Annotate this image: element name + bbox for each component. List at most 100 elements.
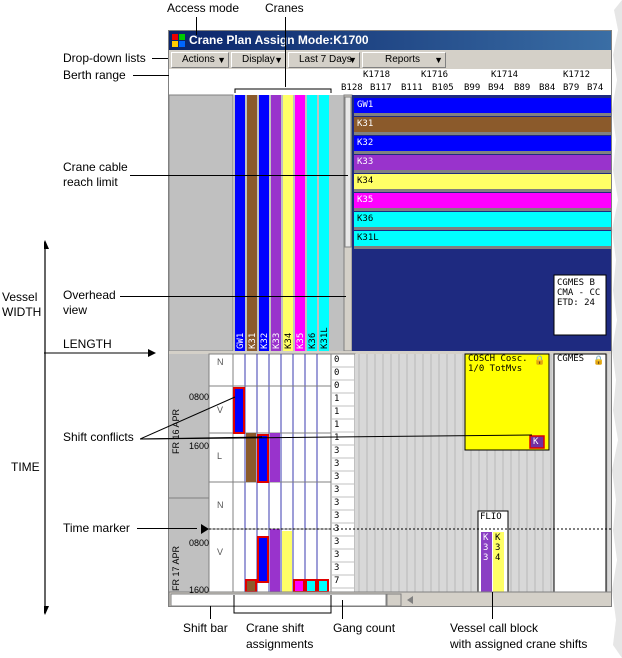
crane-column-k34[interactable] — [283, 95, 293, 351]
crane-column-k31[interactable] — [247, 95, 257, 351]
bar-separator — [354, 189, 611, 192]
crane-shift-conflict[interactable] — [305, 579, 317, 593]
bar-separator — [354, 246, 611, 249]
crane-reach-label: K33 — [357, 157, 374, 167]
berth-bottom-label: B89 — [514, 83, 531, 93]
gang-count-value: 1 — [334, 394, 340, 404]
gang-count-value: 3 — [334, 563, 340, 573]
crane-reach-label: K31 — [357, 119, 374, 129]
crane-reach-label: K36 — [357, 214, 374, 224]
berth-bottom-label: B94 — [488, 83, 505, 93]
crane-shift-conflict[interactable] — [233, 387, 245, 434]
crane-shift-conflict[interactable] — [245, 579, 257, 593]
flio-k34-shift[interactable] — [493, 532, 504, 592]
actions-dropdown[interactable]: Actions ▼ — [171, 52, 229, 68]
display-dropdown[interactable]: Display ▼ — [231, 52, 286, 68]
crane-reach-bar-k35[interactable] — [354, 193, 612, 208]
shift-bar — [208, 353, 234, 593]
window-title: Crane Plan Assign Mode:K1700 — [189, 33, 369, 47]
lock-icon: 🔒 — [534, 355, 546, 365]
gang-count-value: 7 — [334, 576, 340, 586]
crane-reach-bar-k33[interactable] — [354, 155, 612, 170]
berth-bottom-label: B79 — [563, 83, 580, 93]
callout-line — [210, 606, 211, 619]
cosch-label: COSCH Cosc. 1/0 TotMvs — [468, 354, 528, 374]
period-dropdown[interactable]: Last 7 Days ▼ — [288, 52, 360, 68]
cosch-conflict-badge[interactable] — [529, 435, 545, 449]
flio-k33-shift[interactable] — [481, 532, 492, 592]
shift-letter: N — [217, 357, 224, 367]
scroll-left-icon[interactable] — [407, 596, 413, 604]
cgmes-vessel-block[interactable] — [553, 353, 607, 593]
crane-reach-bar-k36[interactable] — [354, 212, 612, 227]
resize-grip-icon[interactable] — [386, 593, 402, 606]
gang-count-value: 0 — [334, 368, 340, 378]
crane-shift-conflict[interactable] — [257, 434, 269, 483]
cgmes-timeline-label: CGMES — [557, 354, 585, 364]
crane-column-gw1[interactable] — [235, 95, 245, 351]
gang-count-value: 3 — [334, 511, 340, 521]
axis-arrows — [44, 240, 156, 615]
cgmes-overhead-box[interactable] — [553, 274, 607, 336]
crane-shift-conflict[interactable] — [317, 579, 329, 593]
crane-plan-canvas — [169, 88, 612, 606]
cgmes-overhead-line3: ETD: 24 — [557, 298, 595, 308]
callout-line — [492, 592, 493, 619]
splitter-handle[interactable] — [344, 96, 352, 248]
callout-vessel-call-1: Vessel call block — [450, 621, 539, 635]
flio-k34-label: K 3 4 — [495, 533, 501, 563]
gang-count-value: 3 — [334, 550, 340, 560]
app-icon — [172, 34, 185, 47]
callout-line — [130, 175, 348, 176]
crane-column-k35[interactable] — [295, 95, 305, 351]
berth-bottom-label: B117 — [370, 83, 392, 93]
gang-count-value: 3 — [334, 524, 340, 534]
crane-column-label: GW1 — [236, 332, 246, 349]
cosch-vessel-block[interactable] — [464, 353, 550, 451]
crane-shift-conflict[interactable] — [293, 579, 305, 593]
crane-shift-assignment[interactable] — [270, 433, 280, 482]
crane-column-k31l[interactable] — [319, 95, 329, 351]
callout-vessel-width-2: WIDTH — [2, 305, 42, 319]
time-marker-icon — [201, 524, 209, 534]
crane-reach-bar-k31[interactable] — [354, 117, 612, 132]
gang-count-value: 0 — [334, 381, 340, 391]
chevron-down-icon: ▼ — [348, 55, 357, 65]
crane-column-k33[interactable] — [271, 95, 281, 351]
berth-bottom-label: B99 — [464, 83, 481, 93]
crane-shift-assignment[interactable] — [270, 529, 280, 592]
crane-shift-bracket — [233, 595, 332, 614]
time-label: 1600 — [189, 441, 210, 451]
crane-reach-bar-k31l[interactable] — [354, 231, 612, 246]
crane-reach-bar-gw1[interactable] — [354, 98, 612, 113]
callout-berth-range: Berth range — [63, 68, 126, 82]
crane-reach-label: K35 — [357, 195, 374, 205]
shift-letter: V — [217, 405, 224, 415]
crane-shift-assignment[interactable] — [246, 433, 256, 482]
title-bar: Crane Plan Assign Mode:K1700 — [169, 31, 611, 50]
gang-count-column — [330, 353, 356, 593]
crane-reach-bar-k32[interactable] — [354, 136, 612, 151]
crane-shift-assignment[interactable] — [282, 531, 292, 592]
reports-dropdown-label: Reports — [385, 54, 421, 65]
callout-cable-limit-1: Crane cable — [63, 160, 128, 174]
berth-top-label: K1712 — [563, 70, 591, 80]
crane-column-k32[interactable] — [259, 95, 269, 351]
crane-shift-conflict[interactable] — [257, 536, 269, 583]
cable-reach-bracket — [234, 88, 332, 93]
callout-line — [120, 296, 346, 297]
pane-divider[interactable] — [169, 351, 612, 354]
gang-count-value: 3 — [334, 537, 340, 547]
conflict-lines — [140, 396, 533, 440]
reports-dropdown[interactable]: Reports ▼ — [362, 52, 446, 68]
gang-count-value: 0 — [334, 355, 340, 365]
overhead-left-panel — [169, 94, 234, 352]
crane-plan-window: Crane Plan Assign Mode:K1700 Actions ▼ D… — [168, 30, 612, 607]
callout-access-mode: Access mode — [167, 1, 240, 15]
time-label: 0800 — [189, 538, 210, 548]
crane-reach-bar-k34[interactable] — [354, 174, 612, 189]
crane-column-k36[interactable] — [307, 95, 317, 351]
callout-line — [137, 528, 197, 529]
callout-line — [285, 17, 286, 87]
